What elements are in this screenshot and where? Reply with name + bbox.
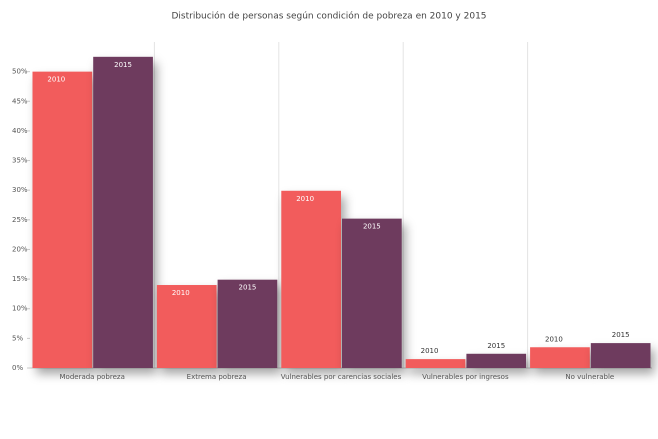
bar xyxy=(530,347,590,368)
bar-series-label: 2015 xyxy=(487,342,505,350)
y-tick-label: 5% xyxy=(12,334,23,342)
bar-series-label: 2015 xyxy=(363,223,381,231)
bar-series-label: 2015 xyxy=(239,284,257,292)
bar xyxy=(32,71,93,369)
bar-series-label: 2010 xyxy=(296,195,314,203)
bar-series-label: 2010 xyxy=(47,76,65,84)
bar-series-label: 2010 xyxy=(172,289,190,297)
y-tick-label: 30% xyxy=(12,186,28,194)
bar-series-label: 2015 xyxy=(114,61,132,69)
y-tick-label: 45% xyxy=(12,97,28,105)
bar xyxy=(466,353,527,368)
bar-series-label: 2010 xyxy=(421,347,439,355)
y-tick-label: 40% xyxy=(12,127,28,135)
y-tick-label: 35% xyxy=(12,157,28,165)
x-tick-label: No vulnerable xyxy=(565,373,614,381)
y-tick-label: 0% xyxy=(12,364,23,372)
bar xyxy=(93,56,153,369)
x-tick-label: Moderada pobreza xyxy=(60,373,125,381)
bar xyxy=(342,218,402,368)
x-tick-label: Extrema pobreza xyxy=(187,373,247,381)
y-tick-label: 10% xyxy=(12,305,28,313)
bar xyxy=(281,190,341,368)
bar-series-label: 2015 xyxy=(612,331,630,339)
y-tick-label: 25% xyxy=(12,216,28,224)
y-tick-label: 50% xyxy=(12,68,28,76)
x-tick-label: Vulnerables por carencias sociales xyxy=(281,373,402,381)
y-tick-label: 20% xyxy=(12,245,28,253)
chart-title: Distribución de personas según condición… xyxy=(171,11,486,22)
bar-series-label: 2010 xyxy=(545,335,563,343)
bar xyxy=(217,279,278,368)
bar xyxy=(405,359,466,368)
y-tick-label: 15% xyxy=(12,275,28,283)
x-tick-label: Vulnerables por ingresos xyxy=(422,373,509,381)
bar xyxy=(590,343,651,368)
bar xyxy=(156,285,217,368)
